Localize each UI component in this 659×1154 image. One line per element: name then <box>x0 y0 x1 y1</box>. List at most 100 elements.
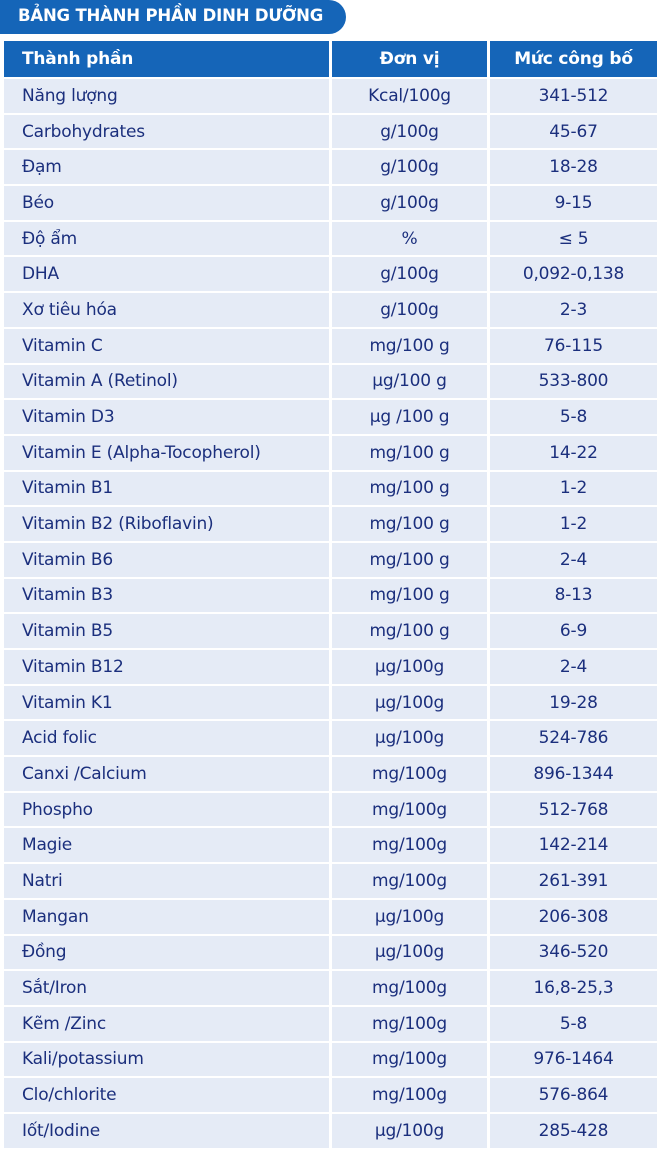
table-row: Clo/chlorite mg/100g 576-864 <box>4 1078 657 1112</box>
table-row: Acid folic μg/100g 524-786 <box>4 721 657 756</box>
cell-unit: mg/100 g <box>332 542 487 577</box>
cell-declared-level: 19-28 <box>490 685 657 720</box>
table-title: BẢNG THÀNH PHẦN DINH DƯỠNG <box>18 6 324 25</box>
cell-ingredient: Mangan <box>4 899 329 934</box>
header-unit: Đơn vị <box>332 41 487 77</box>
cell-declared-level: 2-4 <box>490 650 657 684</box>
cell-unit: mg/100g <box>332 792 487 827</box>
table-row: Vitamin B2 (Riboflavin) mg/100 g 1-2 <box>4 507 657 541</box>
table-row: Sắt/Iron mg/100g 16,8-25,3 <box>4 971 657 1005</box>
cell-ingredient: DHA <box>4 257 329 292</box>
table-row: Độ ẩm% ≤ 5 <box>4 221 657 256</box>
table-row: Béo g/100g 9-15 <box>4 186 657 220</box>
cell-ingredient: Vitamin A (Retinol) <box>4 364 329 399</box>
table-row: Kẽm /Zinc mg/100g 5-8 <box>4 1006 657 1041</box>
cell-ingredient: Độ ẩm <box>4 221 329 256</box>
cell-unit: mg/100 g <box>332 435 487 470</box>
cell-declared-level: 346-520 <box>490 935 657 970</box>
cell-ingredient: Vitamin E (Alpha-Tocopherol) <box>4 435 329 470</box>
cell-declared-level: 45-67 <box>490 114 657 149</box>
cell-declared-level: 16,8-25,3 <box>490 971 657 1005</box>
table-row: Đồng μg/100g 346-520 <box>4 935 657 970</box>
cell-ingredient: Vitamin B3 <box>4 578 329 613</box>
cell-unit: μg/100g <box>332 1113 487 1148</box>
cell-ingredient: Vitamin B5 <box>4 614 329 648</box>
table-header-row: Thành phần Đơn vị Mức công bố <box>4 41 657 77</box>
cell-unit: μg/100 g <box>332 364 487 399</box>
cell-ingredient: Đồng <box>4 935 329 970</box>
cell-declared-level: 0,092-0,138 <box>490 257 657 292</box>
cell-ingredient: Vitamin K1 <box>4 685 329 720</box>
table-row: Vitamin B6 mg/100 g 2-4 <box>4 542 657 577</box>
cell-ingredient: Canxi /Calcium <box>4 757 329 791</box>
cell-declared-level: 5-8 <box>490 1006 657 1041</box>
cell-declared-level: 18-28 <box>490 150 657 185</box>
cell-declared-level: 8-13 <box>490 578 657 613</box>
cell-ingredient: Béo <box>4 186 329 220</box>
cell-unit: g/100g <box>332 257 487 292</box>
table-row: Natri mg/100g 261-391 <box>4 864 657 898</box>
table-row: Năng lượng Kcal/100g 341-512 <box>4 79 657 113</box>
table-row: Đạm g/100g 18-28 <box>4 150 657 185</box>
cell-unit: mg/100g <box>332 1078 487 1112</box>
table-row: Iốt/Iodine μg/100g 285-428 <box>4 1113 657 1148</box>
cell-unit: μg/100g <box>332 935 487 970</box>
table-row: Mangan μg/100g 206-308 <box>4 899 657 934</box>
header-ingredient: Thành phần <box>4 41 329 77</box>
cell-ingredient: Kẽm /Zinc <box>4 1006 329 1041</box>
cell-declared-level: 2-4 <box>490 542 657 577</box>
cell-ingredient: Sắt/Iron <box>4 971 329 1005</box>
cell-ingredient: Đạm <box>4 150 329 185</box>
cell-unit: μg/100g <box>332 685 487 720</box>
cell-unit: mg/100g <box>332 1006 487 1041</box>
cell-ingredient: Vitamin B12 <box>4 650 329 684</box>
cell-declared-level: 76-115 <box>490 328 657 363</box>
cell-ingredient: Xơ tiêu hóa <box>4 293 329 327</box>
cell-declared-level: 524-786 <box>490 721 657 756</box>
cell-declared-level: 6-9 <box>490 614 657 648</box>
cell-unit: μg/100g <box>332 721 487 756</box>
cell-unit: mg/100g <box>332 1042 487 1077</box>
cell-declared-level: 1-2 <box>490 471 657 506</box>
cell-declared-level: 896-1344 <box>490 757 657 791</box>
cell-declared-level: 261-391 <box>490 864 657 898</box>
table-body: Năng lượng Kcal/100g 341-512 Carbohydrates g… <box>4 79 657 1148</box>
header-declared-level: Mức công bố <box>490 41 657 77</box>
table-row: Vitamin B12 μg/100g 2-4 <box>4 650 657 684</box>
cell-declared-level: ≤ 5 <box>490 221 657 256</box>
cell-unit: g/100g <box>332 114 487 149</box>
cell-ingredient: Clo/chlorite <box>4 1078 329 1112</box>
table-row: Vitamin A (Retinol) μg/100 g 533-800 <box>4 364 657 399</box>
cell-declared-level: 341-512 <box>490 79 657 113</box>
table-row: Carbohydrates g/100g 45-67 <box>4 114 657 149</box>
cell-declared-level: 14-22 <box>490 435 657 470</box>
cell-declared-level: 1-2 <box>490 507 657 541</box>
cell-ingredient: Iốt/Iodine <box>4 1113 329 1148</box>
cell-declared-level: 576-864 <box>490 1078 657 1112</box>
cell-declared-level: 285-428 <box>490 1113 657 1148</box>
table-row: Vitamin K1 μg/100g 19-28 <box>4 685 657 720</box>
cell-declared-level: 206-308 <box>490 899 657 934</box>
table-row: Xơ tiêu hóa g/100g 2-3 <box>4 293 657 327</box>
cell-ingredient: Kali/potassium <box>4 1042 329 1077</box>
cell-ingredient: Vitamin B2 (Riboflavin) <box>4 507 329 541</box>
table-row: Vitamin B1 mg/100 g 1-2 <box>4 471 657 506</box>
cell-declared-level: 5-8 <box>490 400 657 434</box>
cell-unit: μg/100g <box>332 899 487 934</box>
table-row: Canxi /Calcium mg/100g 896-1344 <box>4 757 657 791</box>
cell-unit: mg/100g <box>332 828 487 863</box>
table-row: Vitamin E (Alpha-Tocopherol) mg/100 g 14-2… <box>4 435 657 470</box>
cell-unit: mg/100g <box>332 971 487 1005</box>
title-banner: BẢNG THÀNH PHẦN DINH DƯỠNG <box>0 0 346 34</box>
cell-ingredient: Vitamin B1 <box>4 471 329 506</box>
cell-declared-level: 142-214 <box>490 828 657 863</box>
cell-ingredient: Vitamin C <box>4 328 329 363</box>
table-row: Vitamin D3 μg /100 g 5-8 <box>4 400 657 434</box>
cell-declared-level: 533-800 <box>490 364 657 399</box>
table-row: Vitamin B5 mg/100 g 6-9 <box>4 614 657 648</box>
cell-ingredient: Carbohydrates <box>4 114 329 149</box>
cell-declared-level: 2-3 <box>490 293 657 327</box>
cell-unit: g/100g <box>332 186 487 220</box>
cell-unit: g/100g <box>332 293 487 327</box>
